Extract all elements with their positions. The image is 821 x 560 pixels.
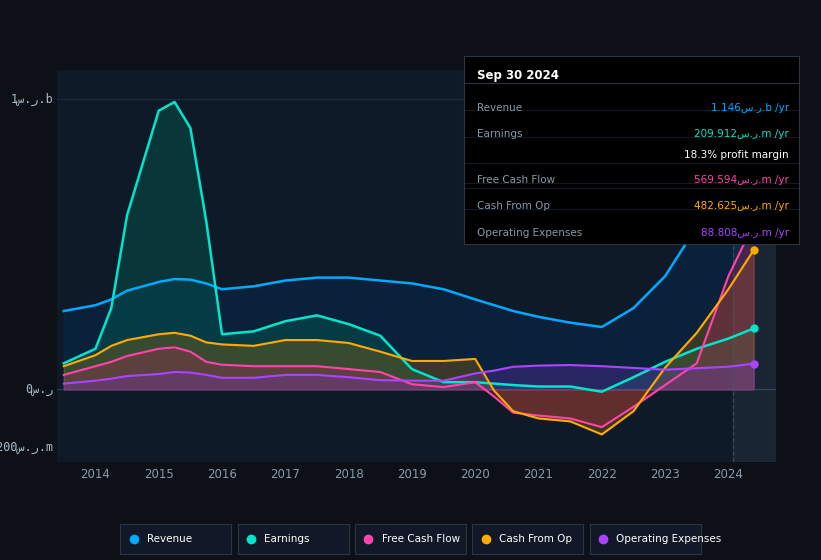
- Text: Revenue: Revenue: [477, 103, 522, 113]
- Text: -200س.ر.m: -200س.ر.m: [0, 441, 53, 454]
- Text: Free Cash Flow: Free Cash Flow: [477, 175, 555, 185]
- Text: 1س.ر.b: 1س.ر.b: [11, 92, 53, 106]
- Text: Operating Expenses: Operating Expenses: [477, 228, 583, 237]
- Text: 569.594س.ر.m /yr: 569.594س.ر.m /yr: [694, 175, 789, 185]
- Text: 1.146س.ر.b /yr: 1.146س.ر.b /yr: [711, 103, 789, 113]
- Text: 482.625س.ر.m /yr: 482.625س.ر.m /yr: [694, 202, 789, 211]
- Text: Operating Expenses: Operating Expenses: [617, 534, 722, 544]
- Bar: [733, 70, 776, 462]
- Text: Cash From Op: Cash From Op: [499, 534, 572, 544]
- Text: Sep 30 2024: Sep 30 2024: [477, 69, 559, 82]
- Text: Free Cash Flow: Free Cash Flow: [382, 534, 460, 544]
- Text: Cash From Op: Cash From Op: [477, 202, 550, 211]
- Text: Revenue: Revenue: [147, 534, 192, 544]
- Text: Earnings: Earnings: [264, 534, 310, 544]
- Text: 88.808س.ر.m /yr: 88.808س.ر.m /yr: [700, 228, 789, 237]
- Text: 0س.ر: 0س.ر: [25, 383, 53, 396]
- Text: 18.3% profit margin: 18.3% profit margin: [684, 150, 789, 160]
- Text: 209.912س.ر.m /yr: 209.912س.ر.m /yr: [694, 129, 789, 139]
- Text: Earnings: Earnings: [477, 129, 523, 139]
